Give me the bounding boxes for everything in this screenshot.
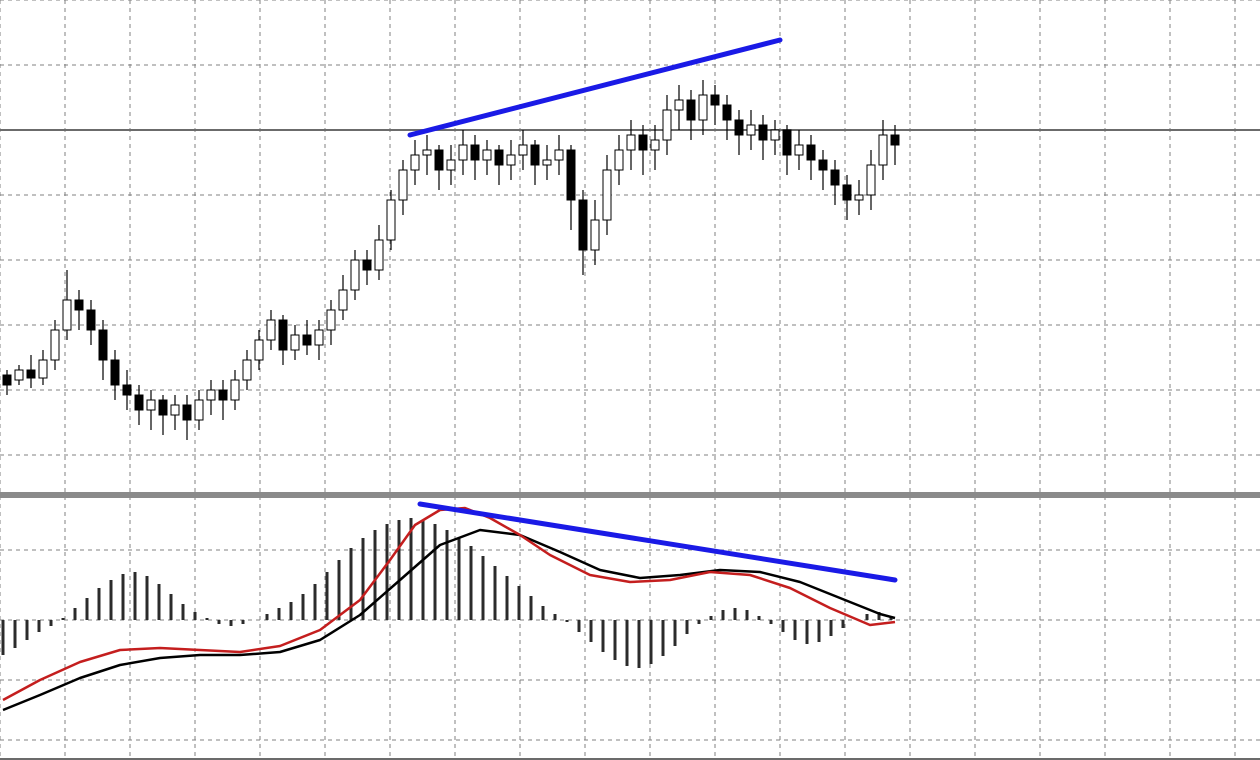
candle-body xyxy=(27,370,35,378)
candle-body xyxy=(519,145,527,155)
candle-body xyxy=(387,200,395,240)
candle-body xyxy=(771,130,779,140)
candle-body xyxy=(651,140,659,150)
candle-body xyxy=(483,150,491,160)
candle-body xyxy=(531,145,539,165)
macd-panel xyxy=(0,504,1260,740)
candle-body xyxy=(759,125,767,140)
candle-body xyxy=(675,100,683,110)
candle-body xyxy=(339,290,347,310)
candle-body xyxy=(459,145,467,160)
candle-body xyxy=(891,135,899,145)
candle-body xyxy=(723,105,731,120)
candle-body xyxy=(855,195,863,200)
candle-body xyxy=(351,260,359,290)
candle-body xyxy=(867,165,875,195)
candle-body xyxy=(447,160,455,170)
candle-body xyxy=(111,360,119,385)
candle-body xyxy=(495,150,503,165)
candle-body xyxy=(711,95,719,105)
candle-body xyxy=(543,160,551,165)
candle-body xyxy=(399,170,407,200)
candle-body xyxy=(699,95,707,120)
candle-body xyxy=(687,100,695,120)
candle-body xyxy=(507,155,515,165)
candle-body xyxy=(3,375,11,385)
candle-body xyxy=(159,400,167,415)
candle-body xyxy=(123,385,131,395)
candle-body xyxy=(735,120,743,135)
candle-body xyxy=(819,160,827,170)
candle-body xyxy=(135,395,143,410)
candle-body xyxy=(255,340,263,360)
candle-body xyxy=(51,330,59,360)
candle-body xyxy=(183,405,191,420)
candle-body xyxy=(831,170,839,185)
candle-body xyxy=(639,135,647,150)
candle-body xyxy=(747,125,755,135)
candle-body xyxy=(471,145,479,160)
candle-body xyxy=(663,110,671,140)
candle-body xyxy=(783,130,791,155)
price-panel xyxy=(0,0,1260,760)
candle-body xyxy=(363,260,371,270)
candle-body xyxy=(195,400,203,420)
candle-body xyxy=(15,370,23,380)
chart-svg xyxy=(0,0,1260,760)
candle-body xyxy=(435,150,443,170)
candle-body xyxy=(207,390,215,400)
candle-body xyxy=(231,380,239,400)
candle-body xyxy=(411,155,419,170)
candle-body xyxy=(555,150,563,160)
macd-trendline xyxy=(420,504,895,580)
candle-body xyxy=(603,170,611,220)
candle-body xyxy=(279,320,287,350)
candle-body xyxy=(219,390,227,400)
candle-body xyxy=(627,135,635,150)
candle-body xyxy=(147,400,155,410)
candle-body xyxy=(75,300,83,310)
candle-body xyxy=(303,335,311,345)
candle-body xyxy=(579,200,587,250)
candle-body xyxy=(315,330,323,345)
panel-divider xyxy=(0,492,1260,498)
macd-line xyxy=(3,508,895,700)
candle-body xyxy=(243,360,251,380)
candle-body xyxy=(267,320,275,340)
candle-body xyxy=(615,150,623,170)
price-trendline xyxy=(410,40,780,135)
candle-body xyxy=(423,150,431,155)
candle-body xyxy=(99,330,107,360)
candle-body xyxy=(795,145,803,155)
candle-body xyxy=(879,135,887,165)
candle-body xyxy=(291,335,299,350)
candle-body xyxy=(591,220,599,250)
candle-body xyxy=(39,360,47,378)
chart-container xyxy=(0,0,1260,760)
candle-body xyxy=(327,310,335,330)
candle-body xyxy=(843,185,851,200)
candle-body xyxy=(63,300,71,330)
candle-body xyxy=(171,405,179,415)
candle-body xyxy=(375,240,383,270)
candle-body xyxy=(807,145,815,160)
candle-body xyxy=(567,150,575,200)
candle-body xyxy=(87,310,95,330)
